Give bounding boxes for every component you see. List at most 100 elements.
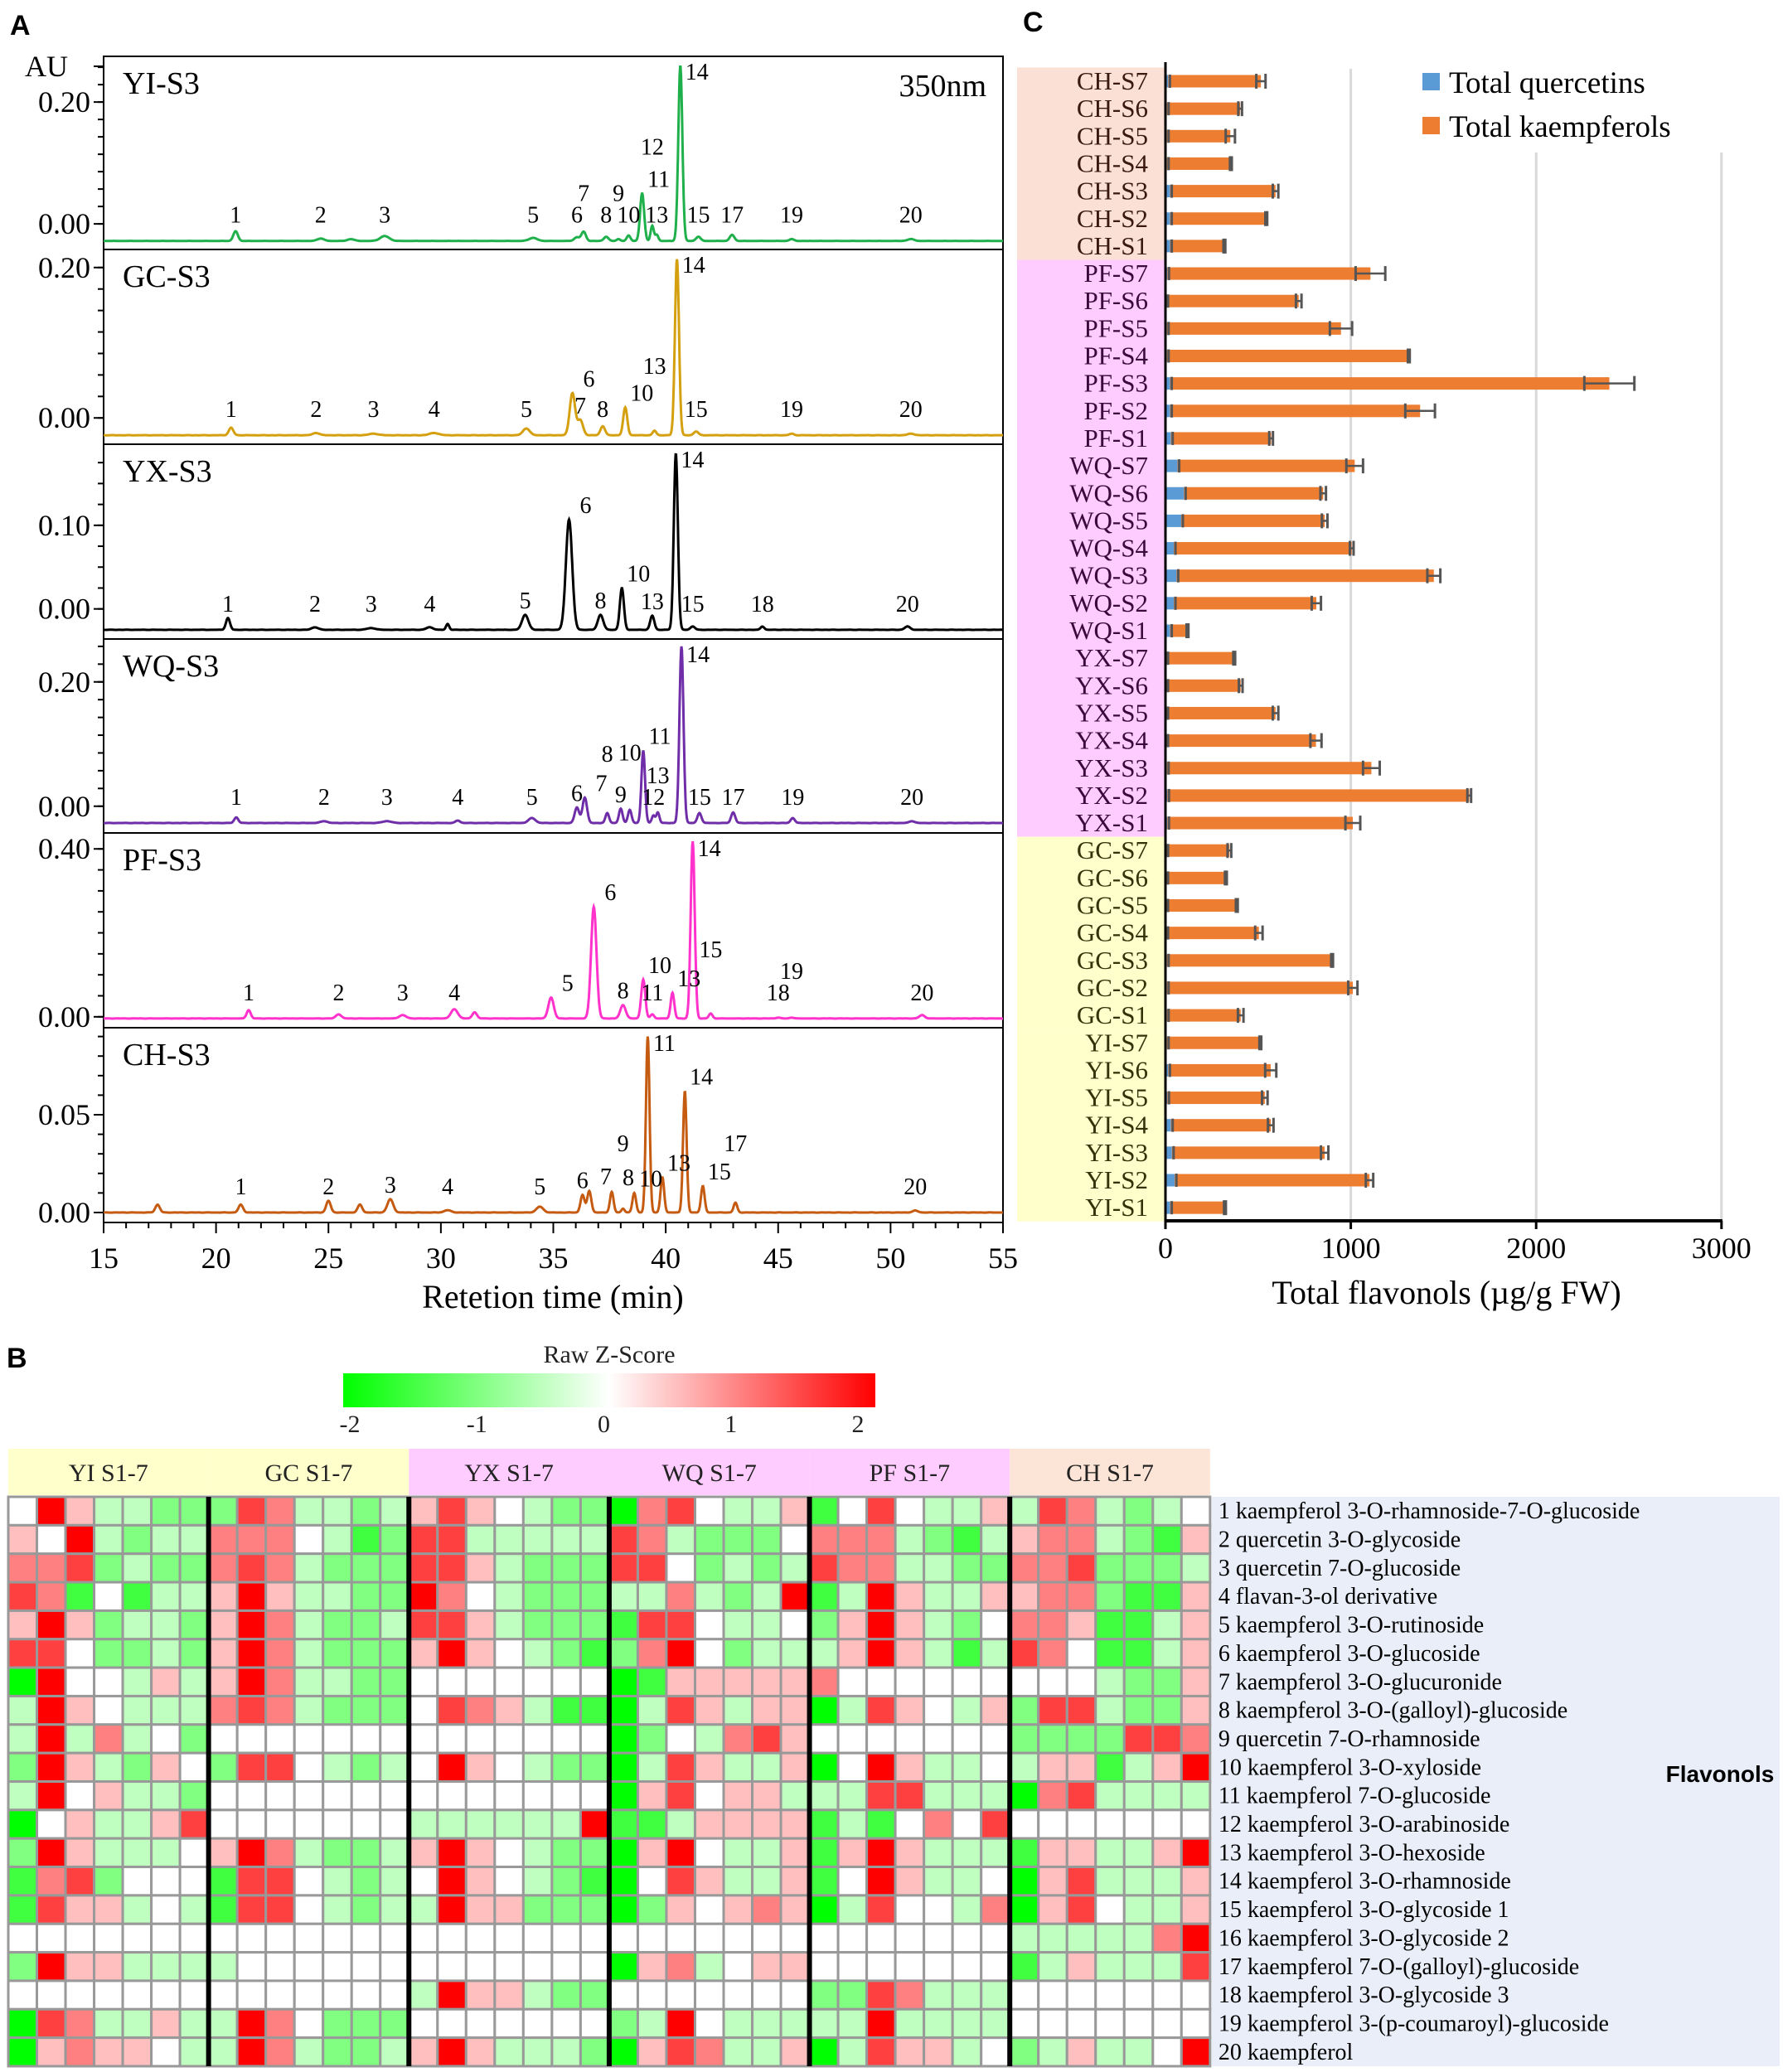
heatmap-cell xyxy=(836,1808,869,1840)
heatmap-cell xyxy=(951,1495,983,1527)
heatmap-cell xyxy=(207,1894,239,1925)
category-label: YX-S6 xyxy=(1075,670,1148,700)
heatmap-cell xyxy=(235,1495,268,1527)
category-label: YI-S2 xyxy=(1085,1165,1148,1194)
heatmap-cell xyxy=(436,2007,468,2040)
heatmap-cell xyxy=(1065,1495,1097,1527)
heatmap-cell xyxy=(521,1694,554,1726)
heatmap-cell xyxy=(293,1751,325,1783)
heatmap-cell xyxy=(923,1723,954,1755)
heatmap-cell xyxy=(923,1808,954,1840)
heatmap-cell xyxy=(779,1837,812,1869)
heatmap-cell xyxy=(779,1638,812,1669)
heatmap-cell xyxy=(894,1837,926,1869)
heatmap-cell xyxy=(980,1694,1011,1726)
heatmap-cell xyxy=(779,1581,812,1612)
peak-label: 5 xyxy=(562,971,574,997)
bar-kaempferols xyxy=(1166,927,1259,940)
bar-quercetins xyxy=(1165,185,1170,198)
heatmap-cell xyxy=(779,1552,812,1584)
heatmap-cell xyxy=(293,1609,325,1641)
heatmap-cell xyxy=(407,1866,439,1897)
heatmap-cell xyxy=(865,1495,897,1527)
row-label: 14 kaempferol 3-O-rhamnoside xyxy=(1219,1869,1511,1895)
x-tick-label: 35 xyxy=(539,1242,569,1275)
heatmap-cell xyxy=(1151,1808,1183,1840)
heatmap-cell xyxy=(808,2036,840,2068)
bar-quercetins xyxy=(1165,432,1171,445)
heatmap-cell xyxy=(808,1638,840,1669)
heatmap-cell xyxy=(1008,2036,1040,2068)
heatmap-cell xyxy=(235,1922,268,1954)
heatmap-cell xyxy=(865,1922,897,1954)
bar-kaempferols xyxy=(1167,267,1371,280)
heatmap-cell xyxy=(1008,1951,1040,1982)
row-label: 18 kaempferol 3-O-glycoside 3 xyxy=(1219,1982,1509,2008)
heatmap-cell xyxy=(665,1666,696,1697)
y-tick-label: 0.00 xyxy=(38,593,90,626)
heatmap-cell xyxy=(207,1751,239,1783)
heatmap-cell xyxy=(350,2036,382,2068)
heatmap-cell xyxy=(722,1837,754,1869)
legend-background xyxy=(1419,66,1776,152)
heatmap-cell xyxy=(980,1951,1011,1982)
heatmap-cell xyxy=(550,1723,582,1755)
heatmap-cell xyxy=(464,1922,497,1954)
heatmap-cell xyxy=(665,1523,696,1556)
y-tick-label: 0.00 xyxy=(38,1000,90,1034)
heatmap-cell xyxy=(64,1979,96,2011)
heatmap-cell xyxy=(751,1581,782,1612)
heatmap-cell xyxy=(1122,1523,1155,1556)
heatmap-cell xyxy=(322,1694,353,1726)
bar-quercetins xyxy=(1165,542,1175,555)
heatmap-cell xyxy=(894,1894,926,1925)
heatmap-cell xyxy=(894,1609,926,1641)
heatmap-cell xyxy=(464,1694,497,1726)
heatmap-cell xyxy=(1122,1581,1155,1612)
heatmap-cell xyxy=(693,1523,725,1556)
heatmap-cell xyxy=(1180,1495,1212,1527)
heatmap-cell xyxy=(722,2007,754,2040)
heatmap-cell xyxy=(436,1694,468,1726)
heatmap-cell xyxy=(436,1666,468,1697)
x-tick-label: 55 xyxy=(988,1242,1018,1275)
heatmap-cell xyxy=(951,1638,983,1669)
heatmap-cell xyxy=(1151,1638,1183,1669)
heatmap-cell xyxy=(150,1979,182,2011)
heatmap-cell xyxy=(779,1780,812,1812)
heatmap-cell xyxy=(379,1609,410,1641)
side-label: Flavonols xyxy=(1666,1761,1775,1787)
category-label: YI-S5 xyxy=(1085,1083,1148,1112)
heatmap-cell xyxy=(322,1666,353,1697)
heatmap-cell xyxy=(923,1837,954,1869)
row-label: 5 kaempferol 3-O-rutinoside xyxy=(1219,1613,1484,1639)
heatmap-cell xyxy=(1151,1751,1183,1783)
heatmap-cell xyxy=(1065,1808,1097,1840)
heatmap-cell xyxy=(751,1979,782,2011)
heatmap-cell xyxy=(693,1922,725,1954)
heatmap-cell xyxy=(665,1694,696,1726)
heatmap-cell xyxy=(322,1751,353,1783)
peak-label: 2 xyxy=(315,203,327,229)
heatmap-cell xyxy=(464,1979,497,2011)
heatmap-cell xyxy=(1037,1780,1068,1812)
heatmap-cell xyxy=(7,1581,39,1612)
peak-label: 8 xyxy=(600,203,612,229)
peak-label: 2 xyxy=(310,397,322,423)
heatmap-cell xyxy=(751,2007,782,2040)
bar-kaempferols xyxy=(1170,1201,1225,1214)
heatmap-cell xyxy=(980,1894,1011,1925)
heatmap-cell xyxy=(579,1979,611,2011)
heatmap-cell xyxy=(178,1751,211,1783)
heatmap-cell xyxy=(894,2007,926,2040)
heatmap-cell xyxy=(1151,1951,1183,1982)
heatmap-cell xyxy=(293,1723,325,1755)
heatmap-cell xyxy=(322,2007,353,2040)
heatmap-cell xyxy=(1008,1837,1040,1869)
heatmap-cell xyxy=(322,1780,353,1812)
heatmap-cell xyxy=(264,1751,296,1783)
heatmap-cell xyxy=(1151,1581,1183,1612)
heatmap-cell xyxy=(1037,1808,1068,1840)
heatmap-cell xyxy=(64,2007,96,2040)
bar-quercetins xyxy=(1165,404,1170,418)
